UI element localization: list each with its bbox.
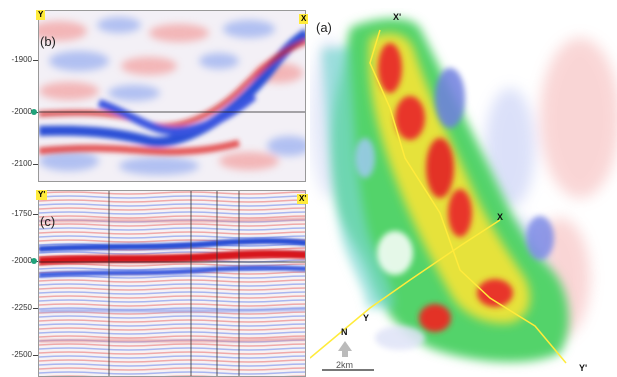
panel-c-ytick-3: -2250 — [11, 303, 32, 312]
map-label-y-prime: Y' — [579, 363, 588, 373]
horizon-marker-c — [31, 258, 37, 264]
scale-bar-label: 2km — [336, 360, 354, 370]
map-label-y: Y — [363, 313, 370, 323]
panel-b-left-tag: Y — [36, 10, 46, 20]
panel-b-ytick-2: -2000 — [11, 107, 32, 116]
panel-c-right-tag: X' — [297, 194, 309, 204]
panel-c-ytick-1: -1750 — [11, 209, 32, 218]
amplitude-map-a — [310, 8, 617, 377]
panel-b-ytick-1: -1900 — [11, 55, 32, 64]
panel-b-label: (b) — [40, 34, 56, 49]
panel-a-label: (a) — [316, 20, 332, 35]
panel-b-ytick-3: -2100 — [11, 159, 32, 168]
map-label-x: X — [497, 212, 504, 222]
horizon-marker-b — [31, 109, 37, 115]
seismic-section-c — [38, 190, 306, 377]
panel-c-label: (c) — [40, 214, 56, 229]
panel-c-ytick-2: -2000 — [11, 256, 32, 265]
north-label: N — [341, 327, 348, 337]
map-label-x-prime: X' — [393, 12, 402, 22]
panel-c-ytick-4: -2500 — [11, 350, 32, 359]
panel-b-right-tag: X — [299, 14, 309, 24]
panel-c-left-tag: Y' — [36, 190, 48, 200]
seismic-section-b — [38, 10, 306, 182]
